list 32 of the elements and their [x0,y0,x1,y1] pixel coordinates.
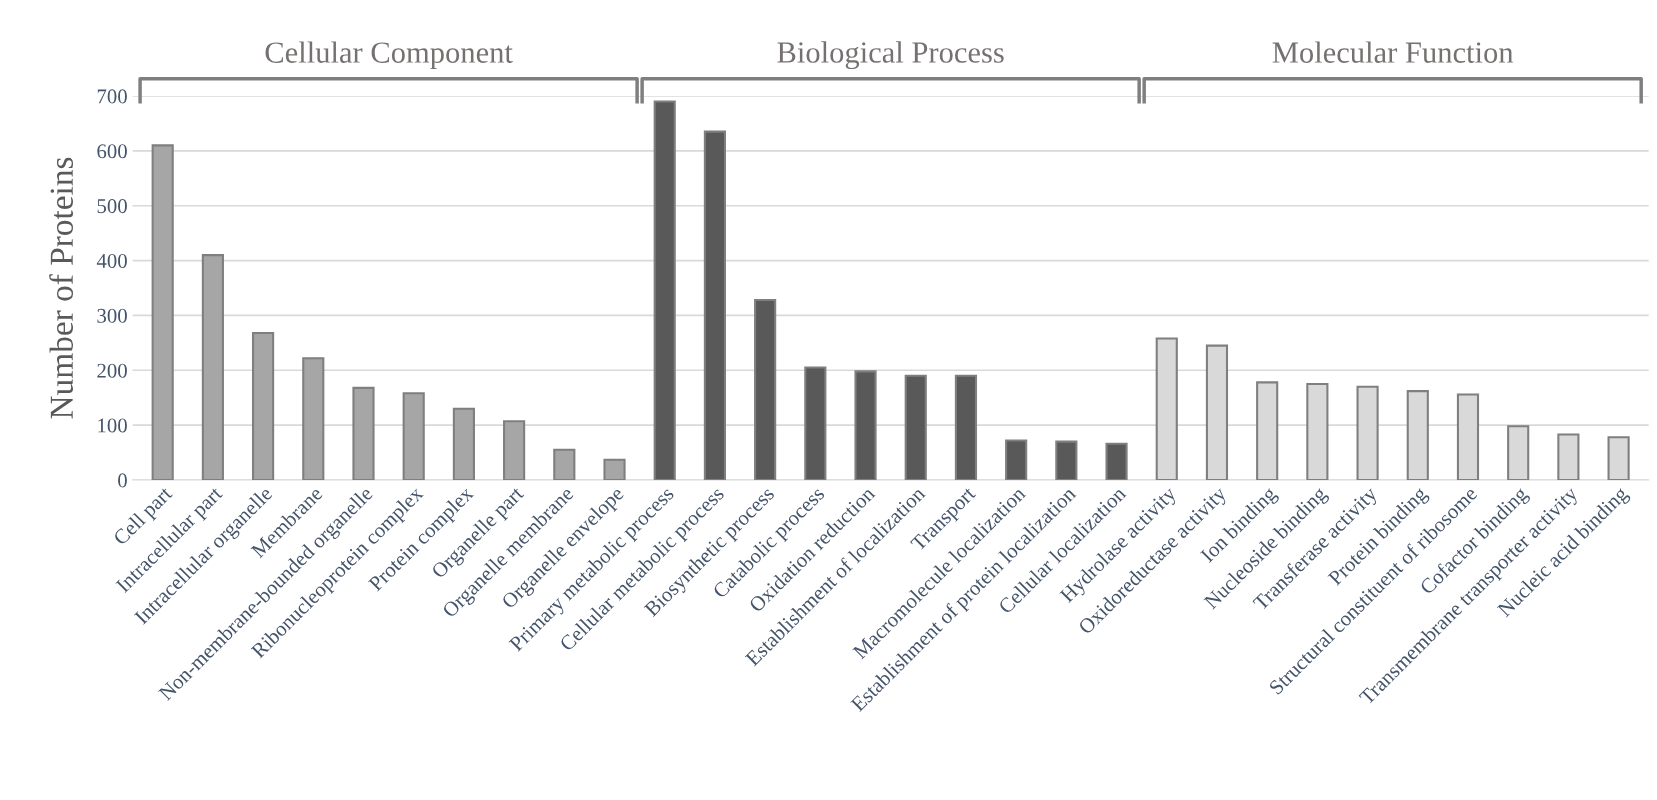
y-tick-label: 200 [97,363,127,378]
bar [954,374,978,480]
y-tick-label: 100 [98,418,127,433]
bar [804,366,827,480]
y-tick-label: 600 [97,144,127,159]
bar [553,448,576,480]
bar [151,144,174,480]
y-axis-title: Number of Proteins [49,157,74,419]
y-tick-label: 500 [97,199,127,214]
bar [1055,440,1078,480]
bar [452,407,475,480]
y-tick-label: 700 [97,89,127,104]
bar [904,374,927,480]
bar [503,420,526,480]
y-tick-label: 0 [118,473,127,488]
bar [201,254,224,480]
y-tick-label: 400 [96,253,127,268]
bar [402,392,425,480]
y-tick-label: 300 [97,308,127,323]
bar [754,299,777,480]
text: Molecular Function [1272,41,1514,63]
text: Biological Process [777,41,1004,70]
bar [703,130,726,480]
text: Cellular Component [265,41,513,70]
bar [1005,439,1028,480]
bar [653,100,676,480]
bar [352,386,375,480]
bar [1105,442,1128,480]
bar [854,370,877,480]
bar [302,357,325,480]
bar [603,458,626,480]
bar [252,331,275,480]
